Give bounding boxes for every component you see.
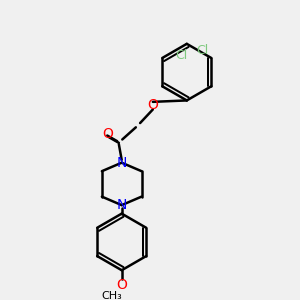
Text: O: O [147,98,158,112]
Text: N: N [116,156,127,170]
Text: N: N [116,198,127,212]
Text: Cl: Cl [175,49,187,62]
Text: Cl: Cl [197,44,209,57]
Text: CH₃: CH₃ [101,291,122,300]
Text: O: O [116,278,127,292]
Text: O: O [102,128,113,141]
